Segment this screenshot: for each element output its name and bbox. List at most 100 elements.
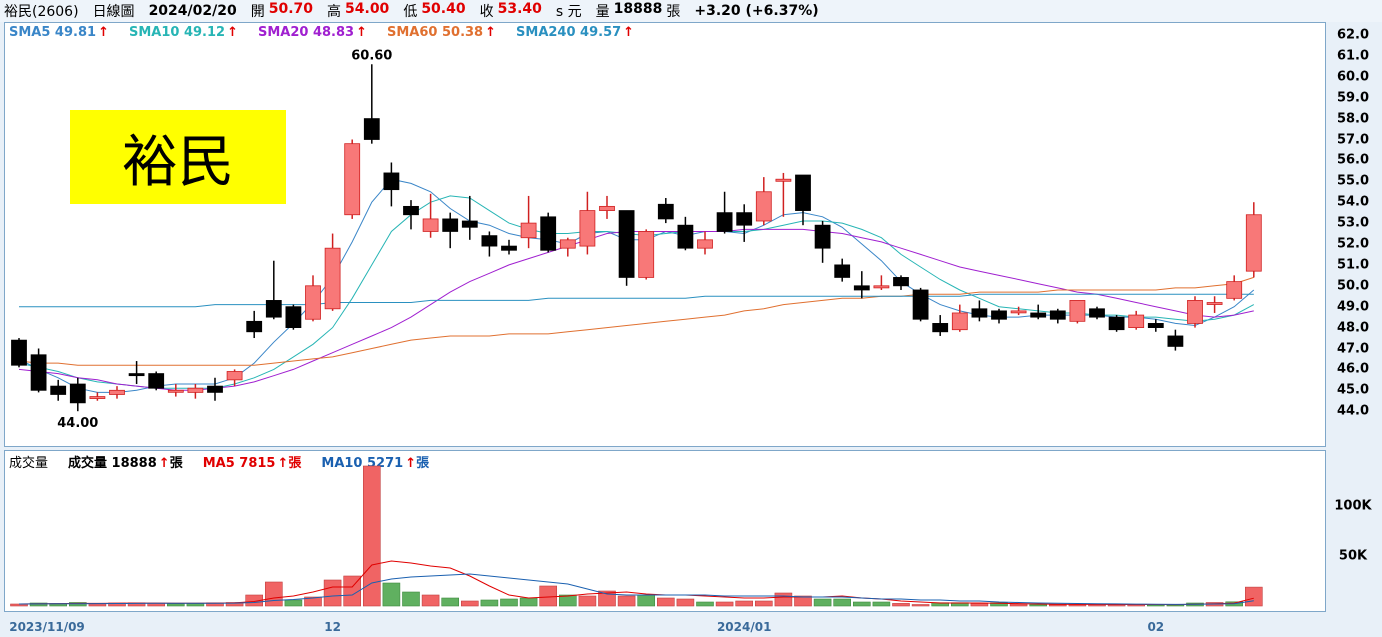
volume-bar xyxy=(774,592,793,607)
volume-bar xyxy=(284,599,303,607)
volume-bar xyxy=(500,598,518,607)
volume-bar xyxy=(29,602,48,607)
candle-body xyxy=(11,339,27,366)
volume-bar xyxy=(441,597,460,607)
candle-body xyxy=(1108,316,1125,331)
currency-label: s 元 xyxy=(555,4,582,20)
candle-body xyxy=(305,285,321,320)
legend-sma-2: SMA20 48.83 ↑ xyxy=(257,25,367,40)
candle-body xyxy=(1049,310,1066,320)
legend-volume-2: MA5 7815 ↑張 xyxy=(202,456,302,471)
candle-body xyxy=(755,191,772,222)
legend-volume-0: 成交量 xyxy=(9,456,49,471)
legend-sma-4: SMA240 49.57 ↑ xyxy=(516,25,635,40)
price-chart-panel[interactable]: SMA5 49.81 ↑ SMA10 49.12 ↑ SMA20 48.83 ↑ SMA60… xyxy=(4,22,1326,447)
quote-date: 2024/02/20 xyxy=(148,3,237,19)
volume-bar xyxy=(656,597,675,607)
price-change: +3.20 (+6.37%) xyxy=(694,3,819,19)
up-arrow-icon: ↑ xyxy=(623,25,635,40)
volume-bar xyxy=(245,594,263,607)
volume-bar xyxy=(323,579,342,607)
stock-name: 裕民(2606) xyxy=(4,4,79,20)
volume-bar xyxy=(794,595,812,607)
candle-body xyxy=(1128,314,1145,328)
volume-bar xyxy=(872,601,891,607)
candle-body xyxy=(853,285,870,291)
candle-body xyxy=(736,212,753,226)
candle-body xyxy=(148,373,165,389)
volume-bar xyxy=(833,598,852,607)
price-tick-label: 60.0 xyxy=(1336,69,1370,85)
volume-bar xyxy=(264,581,283,607)
candle-body xyxy=(1245,214,1262,272)
candle-body xyxy=(1206,302,1223,305)
volume-bar xyxy=(382,582,401,607)
volume-bar xyxy=(460,600,479,607)
high-quote: 高 54.00 xyxy=(327,1,390,20)
volume-bar xyxy=(735,600,754,607)
chart-type-label[interactable]: 日線圖 xyxy=(92,4,135,20)
candle-body xyxy=(893,277,909,287)
candle-body xyxy=(1030,312,1047,318)
ma-line-sma240 xyxy=(19,293,1254,308)
price-tick-label: 54.0 xyxy=(1336,194,1370,210)
date-tick-label: 02 xyxy=(1147,620,1165,634)
candle-body xyxy=(128,373,145,377)
candle-body xyxy=(265,300,282,318)
volume-chart-panel[interactable]: 成交量 成交量 18888 ↑張 MA5 7815 ↑張 MA10 5271 ↑張 xyxy=(4,450,1326,612)
volume-bar xyxy=(911,604,930,607)
candle-body xyxy=(912,289,929,320)
price-tick-label: 52.0 xyxy=(1336,236,1370,252)
up-arrow-icon: ↑ xyxy=(405,456,417,471)
volume-bar xyxy=(696,601,714,607)
price-tick-label: 57.0 xyxy=(1336,132,1370,147)
volume-bar xyxy=(892,603,910,607)
candle-body xyxy=(638,231,655,278)
volume-bar xyxy=(480,599,499,607)
candle-body xyxy=(834,264,851,278)
price-legend: SMA5 49.81 ↑ SMA10 49.12 ↑ SMA20 48.83 ↑ SMA60… xyxy=(9,25,634,40)
candle-body xyxy=(971,308,988,318)
candle-body xyxy=(442,218,459,232)
high-annotation: 60.60 xyxy=(351,48,392,63)
volume-bar xyxy=(362,465,381,607)
price-tick-label: 48.0 xyxy=(1336,320,1370,336)
volume-bar xyxy=(167,603,185,607)
candle-body xyxy=(383,172,400,191)
volume-bar xyxy=(558,594,577,607)
price-tick-label: 45.0 xyxy=(1336,382,1370,398)
candle-body xyxy=(30,354,47,391)
volume-bar xyxy=(402,591,420,607)
ma-line-sma5 xyxy=(18,178,1255,393)
price-tick-label: 44.0 xyxy=(1336,403,1370,419)
candle-body xyxy=(501,245,517,251)
price-tick-label: 47.0 xyxy=(1336,341,1370,356)
volume-bar xyxy=(519,597,538,607)
candle-body xyxy=(422,218,439,232)
up-arrow-icon: ↑ xyxy=(356,25,367,40)
open-quote: 開 50.70 xyxy=(250,1,314,20)
candle-body xyxy=(579,210,596,247)
candle-body xyxy=(403,205,419,216)
up-arrow-icon: ↑ xyxy=(277,456,289,471)
candle-body xyxy=(697,239,713,249)
up-arrow-icon: ↑ xyxy=(98,25,109,40)
candle-body xyxy=(716,212,733,232)
volume-bar xyxy=(852,601,871,607)
volume-bar xyxy=(1049,604,1067,607)
volume-bar xyxy=(69,602,87,607)
up-arrow-icon: ↑ xyxy=(485,25,497,40)
candle-body xyxy=(991,310,1007,320)
volume-bar xyxy=(304,596,322,607)
candle-body xyxy=(285,306,302,329)
volume-bar xyxy=(970,603,989,607)
volume-bar xyxy=(637,594,656,607)
candle-body xyxy=(932,323,949,333)
volume-bar xyxy=(598,590,616,607)
legend-volume-1: 成交量 18888 ↑張 xyxy=(68,456,183,471)
candle-body xyxy=(1187,300,1203,324)
stock-label-box: 裕民 xyxy=(70,110,286,204)
close-quote: 收 53.40 xyxy=(479,1,542,20)
volume-tick-label: 50K xyxy=(1338,548,1368,564)
